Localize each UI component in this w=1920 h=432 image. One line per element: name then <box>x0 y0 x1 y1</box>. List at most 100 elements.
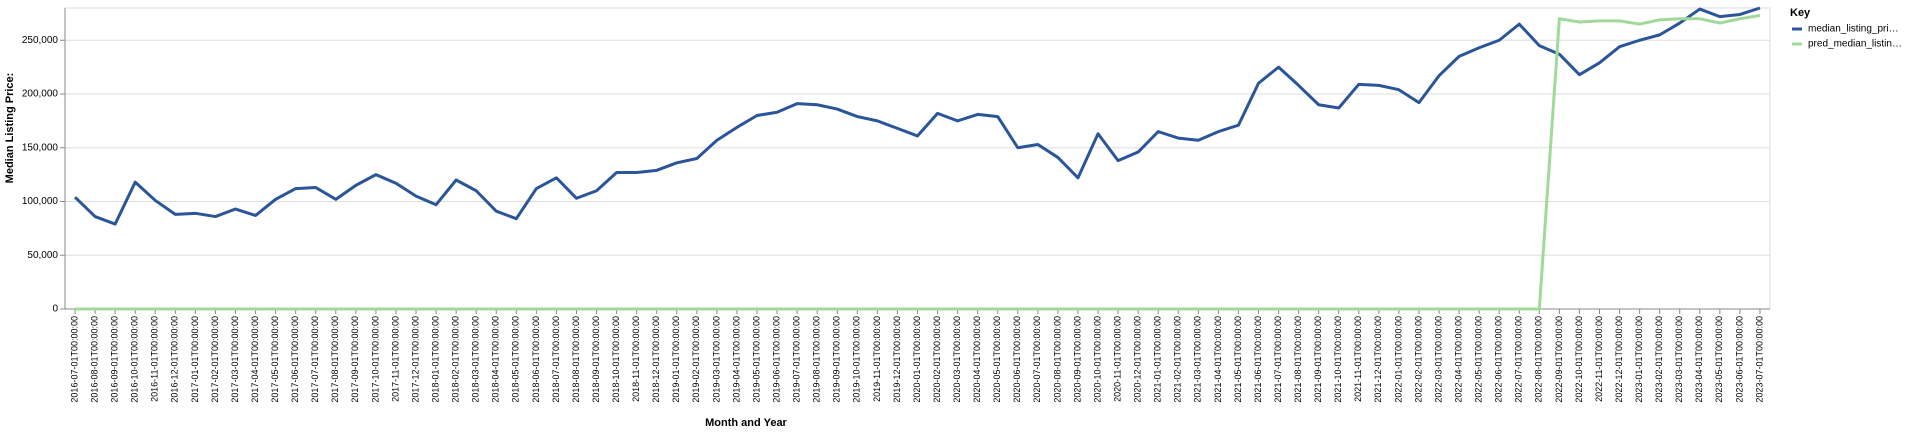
x-tick-label: 2017-06-01T00:00:00 <box>290 316 300 403</box>
series-line <box>75 14 1761 311</box>
x-tick-label: 2019-10-01T00:00:00 <box>852 316 862 403</box>
x-tick-label: 2018-10-01T00:00:00 <box>611 316 621 403</box>
y-tick-label: 100,000 <box>22 196 59 207</box>
x-tick-label: 2022-08-01T00:00:00 <box>1534 316 1544 403</box>
x-tick-label: 2023-04-01T00:00:00 <box>1694 316 1704 403</box>
x-tick-label: 2018-05-01T00:00:00 <box>511 316 521 403</box>
x-axis-title: Month and Year <box>705 417 787 429</box>
x-tick-label: 2022-03-01T00:00:00 <box>1433 316 1443 403</box>
x-tick-label: 2016-08-01T00:00:00 <box>89 316 99 403</box>
x-tick-label: 2017-10-01T00:00:00 <box>370 316 380 403</box>
y-tick-label: 200,000 <box>22 89 59 100</box>
x-tick-label: 2017-07-01T00:00:00 <box>310 316 320 403</box>
x-tick-label: 2023-06-01T00:00:00 <box>1734 316 1744 403</box>
x-tick-label: 2018-12-01T00:00:00 <box>651 316 661 403</box>
x-tick-label: 2019-12-01T00:00:00 <box>892 316 902 403</box>
x-tick-label: 2017-03-01T00:00:00 <box>230 316 240 403</box>
x-tick-label: 2016-10-01T00:00:00 <box>130 316 140 403</box>
x-tick-label: 2018-06-01T00:00:00 <box>531 316 541 403</box>
x-tick-label: 2019-11-01T00:00:00 <box>872 316 882 402</box>
x-tick-label: 2022-12-01T00:00:00 <box>1614 316 1624 403</box>
x-tick-label: 2021-01-01T00:00:00 <box>1153 316 1163 403</box>
x-tick-label: 2021-12-01T00:00:00 <box>1373 316 1383 403</box>
x-tick-label: 2017-02-01T00:00:00 <box>210 316 220 403</box>
y-tick-label: 150,000 <box>22 142 59 153</box>
x-tick-label: 2020-04-01T00:00:00 <box>972 316 982 403</box>
x-tick-label: 2020-11-01T00:00:00 <box>1112 316 1122 402</box>
x-tick-label: 2021-11-01T00:00:00 <box>1353 316 1363 402</box>
x-tick-label: 2018-04-01T00:00:00 <box>491 316 501 403</box>
x-tick-label: 2020-02-01T00:00:00 <box>932 316 942 403</box>
x-tick-label: 2020-01-01T00:00:00 <box>912 316 922 403</box>
x-tick-label: 2016-12-01T00:00:00 <box>170 316 180 403</box>
x-tick-label: 2019-06-01T00:00:00 <box>771 316 781 403</box>
x-tick-label: 2020-03-01T00:00:00 <box>952 316 962 403</box>
x-tick-label: 2016-09-01T00:00:00 <box>110 316 120 403</box>
x-tick-label: 2018-07-01T00:00:00 <box>551 316 561 403</box>
x-tick-label: 2021-10-01T00:00:00 <box>1333 316 1343 403</box>
x-tick-label: 2019-09-01T00:00:00 <box>832 316 842 403</box>
x-tick-label: 2018-08-01T00:00:00 <box>571 316 581 403</box>
x-tick-label: 2022-07-01T00:00:00 <box>1514 316 1524 403</box>
x-tick-label: 2021-06-01T00:00:00 <box>1253 316 1263 403</box>
legend-title: Key <box>1790 7 1811 19</box>
x-tick-label: 2022-06-01T00:00:00 <box>1494 316 1504 403</box>
x-tick-label: 2022-11-01T00:00:00 <box>1594 316 1604 402</box>
series-line <box>73 6 1761 226</box>
y-tick-label: 50,000 <box>27 250 58 261</box>
x-tick-label: 2021-04-01T00:00:00 <box>1213 316 1223 403</box>
x-tick-label: 2017-04-01T00:00:00 <box>250 316 260 403</box>
x-tick-label: 2017-08-01T00:00:00 <box>330 316 340 403</box>
x-tick-label: 2020-12-01T00:00:00 <box>1133 316 1143 403</box>
x-tick-label: 2019-05-01T00:00:00 <box>751 316 761 403</box>
x-tick-label: 2020-06-01T00:00:00 <box>1012 316 1022 403</box>
x-tick-label: 2023-07-01T00:00:00 <box>1754 316 1764 403</box>
x-tick-label: 2020-09-01T00:00:00 <box>1072 316 1082 403</box>
y-tick-label: 0 <box>52 304 58 315</box>
x-tick-label: 2023-05-01T00:00:00 <box>1714 316 1724 403</box>
legend-label: pred_median_listin… <box>1808 39 1902 50</box>
x-tick-label: 2021-07-01T00:00:00 <box>1273 316 1283 403</box>
x-tick-label: 2023-01-01T00:00:00 <box>1634 316 1644 403</box>
x-tick-label: 2021-03-01T00:00:00 <box>1193 316 1203 403</box>
x-tick-label: 2019-01-01T00:00:00 <box>671 316 681 403</box>
x-tick-label: 2022-01-01T00:00:00 <box>1393 316 1403 403</box>
x-tick-label: 2021-02-01T00:00:00 <box>1173 316 1183 403</box>
x-tick-label: 2020-10-01T00:00:00 <box>1092 316 1102 403</box>
x-tick-label: 2017-05-01T00:00:00 <box>270 316 280 403</box>
x-tick-label: 2016-07-01T00:00:00 <box>69 316 79 403</box>
x-tick-label: 2017-11-01T00:00:00 <box>390 316 400 402</box>
x-tick-label: 2023-03-01T00:00:00 <box>1674 316 1684 403</box>
x-tick-label: 2020-08-01T00:00:00 <box>1052 316 1062 403</box>
x-tick-label: 2021-08-01T00:00:00 <box>1293 316 1303 403</box>
x-tick-label: 2022-05-01T00:00:00 <box>1474 316 1484 403</box>
x-tick-label: 2022-09-01T00:00:00 <box>1554 316 1564 403</box>
plot-frame <box>64 7 1771 310</box>
x-tick-label: 2022-04-01T00:00:00 <box>1453 316 1463 403</box>
x-tick-label: 2020-05-01T00:00:00 <box>992 316 1002 403</box>
x-tick-label: 2020-07-01T00:00:00 <box>1032 316 1042 403</box>
x-tick-label: 2019-08-01T00:00:00 <box>812 316 822 403</box>
x-tick-label: 2018-02-01T00:00:00 <box>451 316 461 403</box>
x-tick-label: 2017-01-01T00:00:00 <box>190 316 200 403</box>
x-tick-label: 2019-02-01T00:00:00 <box>691 316 701 403</box>
x-tick-label: 2017-12-01T00:00:00 <box>410 316 420 403</box>
x-tick-label: 2022-10-01T00:00:00 <box>1574 316 1584 403</box>
x-tick-label: 2018-01-01T00:00:00 <box>430 316 440 403</box>
legend-label: median_listing_pri… <box>1808 24 1899 35</box>
x-tick-label: 2019-03-01T00:00:00 <box>711 316 721 403</box>
x-tick-label: 2018-11-01T00:00:00 <box>631 316 641 402</box>
x-tick-label: 2016-11-01T00:00:00 <box>150 316 160 402</box>
x-tick-label: 2022-02-01T00:00:00 <box>1413 316 1423 403</box>
x-tick-label: 2021-05-01T00:00:00 <box>1233 316 1243 403</box>
x-tick-label: 2018-09-01T00:00:00 <box>591 316 601 403</box>
x-tick-label: 2019-07-01T00:00:00 <box>792 316 802 403</box>
x-tick-label: 2021-09-01T00:00:00 <box>1313 316 1323 403</box>
x-tick-label: 2018-03-01T00:00:00 <box>471 316 481 403</box>
y-tick-label: 250,000 <box>22 35 59 46</box>
x-tick-label: 2019-04-01T00:00:00 <box>731 316 741 403</box>
x-tick-label: 2023-02-01T00:00:00 <box>1654 316 1664 403</box>
x-tick-label: 2017-09-01T00:00:00 <box>350 316 360 403</box>
